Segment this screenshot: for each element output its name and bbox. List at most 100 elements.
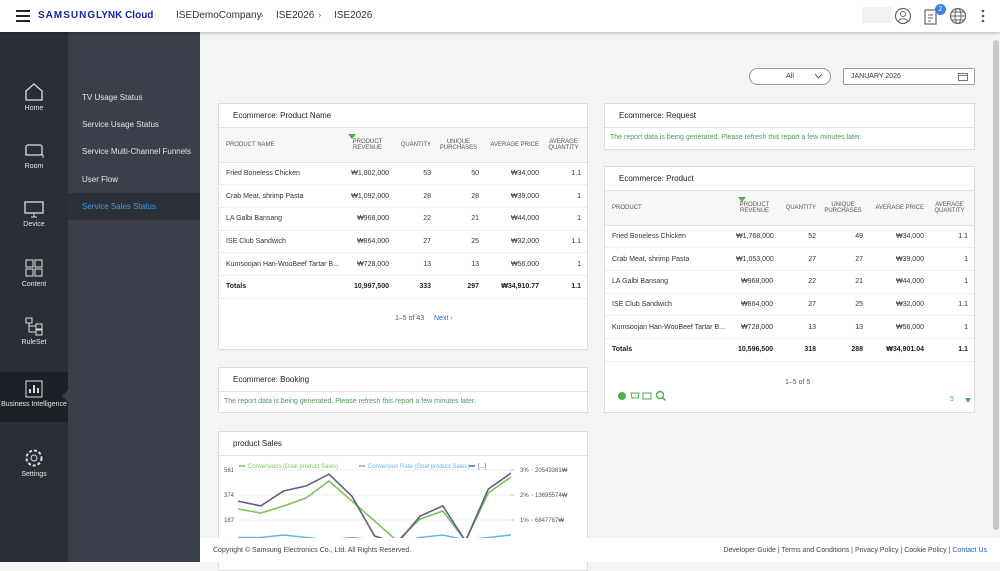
footer-link[interactable]: Terms and Conditions bbox=[781, 547, 850, 554]
table-cell: ISE Club Sandwich bbox=[605, 293, 735, 317]
notification-icon[interactable] bbox=[924, 8, 938, 25]
search-box[interactable] bbox=[862, 7, 892, 23]
footer-link[interactable]: Developer Guide bbox=[723, 547, 776, 554]
month-value: JANUARY 2026 bbox=[851, 73, 901, 80]
sub-nav-item[interactable]: Service Multi-Channel Funnels bbox=[82, 147, 191, 156]
column-header: PRODUCT REVENUE bbox=[735, 191, 779, 226]
y-tick-label: 374 bbox=[224, 493, 235, 499]
table-cell: 1.1 bbox=[545, 162, 587, 186]
footer-link[interactable]: Cookie Policy bbox=[904, 547, 947, 554]
breadcrumb-separator: › bbox=[260, 10, 264, 21]
table-cell: 1 bbox=[545, 252, 587, 276]
sub-nav-item[interactable]: Service Usage Status bbox=[82, 120, 159, 129]
table-cell: 1.1 bbox=[930, 293, 974, 317]
sub-nav-item-active[interactable]: Service Sales Status bbox=[68, 193, 200, 220]
nav-item[interactable]: Settings bbox=[0, 448, 68, 478]
header-label: UNIQUE PURCHASES bbox=[439, 138, 478, 151]
nav-label: Settings bbox=[21, 471, 47, 478]
nav-label: RuleSet bbox=[21, 339, 47, 346]
request-card: Ecommerce: Request The report data is be… bbox=[604, 103, 975, 150]
y-tick-label: 187 bbox=[224, 518, 235, 524]
sub-nav-item[interactable]: TV Usage Status bbox=[82, 93, 143, 102]
header-label: QUANTITY bbox=[400, 141, 431, 148]
top-bar: SAMSUNG LYNK Cloud ISEDemoCompany › ISE2… bbox=[0, 0, 1000, 32]
table-cell: LA Galbi Bansang bbox=[219, 207, 345, 231]
table-cell: 13 bbox=[395, 252, 437, 276]
menu-button[interactable] bbox=[16, 10, 30, 22]
nav-item[interactable]: Device bbox=[0, 200, 68, 228]
profile-icon[interactable] bbox=[894, 7, 912, 25]
y3-tick-label: 20543361₩ bbox=[535, 468, 568, 474]
table-cell: ₩44,000 bbox=[869, 270, 930, 294]
sort-indicator bbox=[738, 197, 746, 202]
table-cell: 1 bbox=[930, 270, 974, 294]
breadcrumb[interactable]: ISE2026 bbox=[276, 10, 315, 21]
sub-nav-item[interactable]: User Flow bbox=[82, 175, 119, 184]
settings-icon bbox=[25, 449, 43, 467]
page-size-arrow bbox=[965, 398, 971, 403]
table-cell: 22 bbox=[395, 207, 437, 231]
table-cell: 27 bbox=[779, 293, 822, 317]
table-row: LA Galbi Bansang ₩968,000 22 21 ₩44,000 1 bbox=[219, 207, 587, 231]
table-cell: ₩44,000 bbox=[485, 207, 545, 231]
table-cell: 1.1 bbox=[545, 230, 587, 254]
footer-link[interactable]: Privacy Policy bbox=[854, 547, 899, 554]
table-cell: 28 bbox=[437, 184, 485, 208]
totals-cell: 297 bbox=[437, 275, 485, 299]
legend-label: Conversions (Goal product Sales) bbox=[248, 464, 338, 470]
column-header: QUANTITY bbox=[395, 128, 437, 163]
table-row: ISE Club Sandwich ₩864,000 27 25 ₩32,000 1.1 bbox=[605, 293, 974, 317]
nav-item[interactable]: RuleSet bbox=[0, 316, 68, 346]
column-header: PRODUCT NAME bbox=[219, 128, 345, 163]
table-cell: Crab Meat, shrimp Pasta bbox=[219, 184, 345, 208]
footer-link[interactable]: Contact Us bbox=[952, 547, 987, 554]
table-cell: 27 bbox=[779, 247, 822, 271]
table-cell: ₩56,000 bbox=[485, 252, 545, 276]
table-cell: Crab Meat, shrimp Pasta bbox=[605, 247, 735, 271]
header-label: UNIQUE PURCHASES bbox=[824, 201, 862, 214]
table-row: Crab Meat, shrimp Pasta ₩1,092,000 28 28 ₩39… bbox=[219, 184, 587, 208]
breadcrumb[interactable]: ISEDemoCompany bbox=[176, 10, 262, 21]
table-cell: Kumsoojan Han-WooBeef Tartar B... bbox=[605, 315, 735, 339]
header-label: AVERAGE QUANTITY bbox=[548, 138, 579, 151]
table-cell: ₩1,053,000 bbox=[735, 247, 779, 271]
totals-cell: ₩34,910.77 bbox=[485, 275, 545, 299]
header-label: PRODUCT NAME bbox=[226, 141, 275, 148]
table-cell: ₩34,000 bbox=[869, 225, 930, 249]
totals-cell: 288 bbox=[822, 338, 869, 362]
table-cell: 13 bbox=[437, 252, 485, 276]
table-cell: ₩1,802,000 bbox=[345, 162, 395, 186]
more-icon[interactable] bbox=[981, 9, 985, 23]
calendar-icon bbox=[958, 73, 968, 81]
next-page[interactable]: Next › bbox=[434, 315, 453, 322]
link-separator: | bbox=[898, 547, 905, 554]
ruleset-icon bbox=[25, 317, 43, 336]
main-nav: Home Room Device Content RuleSet Busines… bbox=[0, 32, 68, 562]
nav-item[interactable]: Content bbox=[0, 258, 68, 288]
column-header: AVERAGE QUANTITY bbox=[930, 191, 974, 226]
nav-item-active[interactable]: Business Intelligence bbox=[0, 372, 68, 422]
page-size[interactable]: 5 bbox=[950, 396, 954, 403]
table-cell: 1 bbox=[545, 184, 587, 208]
nav-item[interactable]: Room bbox=[0, 142, 68, 170]
breadcrumb[interactable]: ISE2026 bbox=[334, 10, 373, 21]
table-row: LA Galbi Bansang ₩968,000 22 21 ₩44,000 1 bbox=[605, 270, 974, 294]
report-tools[interactable] bbox=[617, 390, 667, 402]
product-name-card: Ecommerce: Product Name PRODUCT NAME PROD… bbox=[218, 103, 588, 350]
status-message: The report data is being generated. Plea… bbox=[610, 134, 862, 141]
y3-tick-label: 13695574₩ bbox=[535, 493, 568, 499]
nav-label: Content bbox=[21, 281, 47, 288]
totals-cell: 1.1 bbox=[930, 338, 974, 362]
header-label: PRODUCT bbox=[612, 204, 642, 211]
segment-select[interactable]: All bbox=[749, 68, 831, 85]
pagination: 1–5 of 43 bbox=[395, 315, 425, 322]
month-picker[interactable]: JANUARY 2026 bbox=[843, 68, 975, 85]
table-cell: ISE Club Sandwich bbox=[219, 230, 345, 254]
scrollbar[interactable] bbox=[993, 40, 999, 530]
table-cell: ₩864,000 bbox=[735, 293, 779, 317]
dropdown-arrow bbox=[815, 74, 822, 79]
y-tick-label: 561 bbox=[224, 468, 235, 474]
language-icon[interactable] bbox=[949, 7, 967, 25]
nav-item[interactable]: Home bbox=[0, 82, 68, 112]
table-cell: 25 bbox=[822, 293, 869, 317]
